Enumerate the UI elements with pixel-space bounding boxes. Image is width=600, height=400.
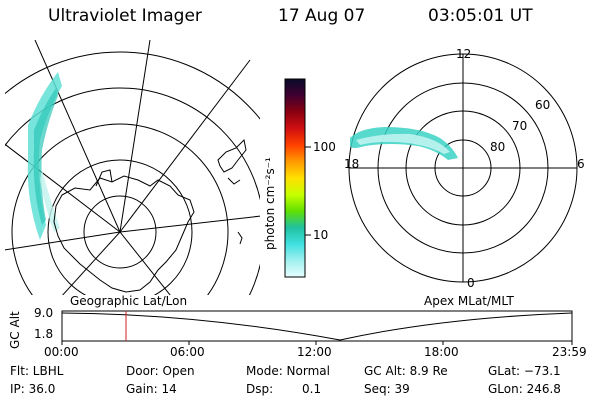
glat-info: GLat: −73.1 bbox=[488, 364, 561, 378]
mlt-label-0: 0 bbox=[467, 276, 475, 290]
x-tick-1200: 12:00 bbox=[297, 345, 332, 359]
aurora-emission-left bbox=[27, 72, 62, 240]
dsp-value: 0.1 bbox=[302, 382, 322, 396]
colorbar-tick-10: 10 bbox=[313, 228, 329, 242]
lat-label-80: 80 bbox=[490, 140, 506, 154]
x-tick-0000: 00:00 bbox=[44, 345, 79, 359]
dsp-label: Dsp: bbox=[246, 382, 274, 396]
x-tick-0600: 06:00 bbox=[170, 345, 205, 359]
latitude-circles bbox=[5, 51, 260, 295]
geographic-map bbox=[5, 40, 260, 295]
gc-alt-info: GC Alt: 8.9 Re bbox=[364, 364, 448, 378]
altitude-timeline bbox=[61, 310, 573, 345]
mlt-label-6: 6 bbox=[577, 157, 585, 171]
date-label: 17 Aug 07 bbox=[278, 6, 366, 26]
time-label: 03:05:01 UT bbox=[428, 6, 533, 26]
filter-info: Flt: LBHL bbox=[10, 364, 64, 378]
gain-info: Gain: 14 bbox=[126, 382, 177, 396]
lat-label-60: 60 bbox=[535, 98, 551, 112]
lat-label-70: 70 bbox=[512, 119, 528, 133]
geographic-panel-label: Geographic Lat/Lon bbox=[70, 294, 188, 308]
magnetic-panel-label: Apex MLat/MLT bbox=[424, 294, 514, 308]
aurora-emission-right bbox=[350, 127, 458, 160]
mode-info: Mode: Normal bbox=[246, 364, 330, 378]
coastline bbox=[53, 138, 247, 293]
timeline-axis-title: GC Alt bbox=[8, 311, 22, 349]
ip-info: IP: 36.0 bbox=[10, 382, 56, 396]
glon-info: GLon: 246.8 bbox=[488, 382, 561, 396]
magnetic-polar-plot bbox=[348, 53, 578, 283]
instrument-title: Ultraviolet Imager bbox=[48, 6, 202, 26]
colorbar-unit-label: photon cm⁻²s⁻¹ bbox=[263, 157, 277, 250]
x-tick-2359: 23:59 bbox=[552, 345, 587, 359]
seq-info: Seq: 39 bbox=[364, 382, 410, 396]
x-tick-1800: 18:00 bbox=[424, 345, 459, 359]
y-tick-1-8: 1.8 bbox=[34, 327, 54, 341]
door-info: Door: Open bbox=[126, 364, 195, 378]
y-tick-9: 9.0 bbox=[34, 306, 54, 320]
meridian-lines bbox=[5, 40, 260, 295]
colorbar bbox=[284, 78, 311, 278]
mlt-label-18: 18 bbox=[344, 157, 360, 171]
colorbar-tick-100: 100 bbox=[313, 140, 336, 154]
mlt-label-12: 12 bbox=[456, 47, 472, 61]
